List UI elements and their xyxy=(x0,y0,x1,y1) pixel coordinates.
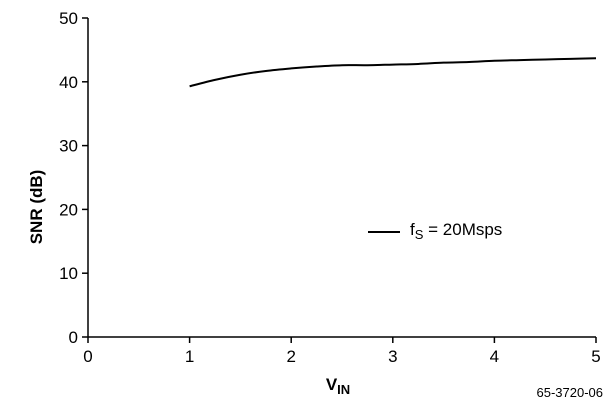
legend: fS = 20Msps xyxy=(368,220,502,242)
legend-label-prefix: f xyxy=(410,220,415,239)
y-tick-label: 40 xyxy=(59,73,78,92)
legend-label-suffix: = 20Msps xyxy=(423,220,502,239)
figure-id: 65-3720-06 xyxy=(537,385,604,400)
y-axis-title: SNR (dB) xyxy=(27,170,46,245)
x-axis-title-main: V xyxy=(326,375,338,394)
snr-series-line xyxy=(189,57,597,88)
axes xyxy=(87,18,596,338)
y-tick-label: 0 xyxy=(69,328,78,347)
legend-label: fS = 20Msps xyxy=(410,220,502,242)
legend-label-subscript: S xyxy=(415,227,424,242)
ticks: 0 10 20 30 40 50 0 1 2 3 4 5 xyxy=(59,9,601,366)
x-tick-label: 3 xyxy=(388,347,397,366)
y-tick-label: 20 xyxy=(59,200,78,219)
x-tick-label: 0 xyxy=(83,347,92,366)
x-axis-title-subscript: IN xyxy=(337,382,350,397)
y-tick-label: 50 xyxy=(59,9,78,28)
y-tick-label: 30 xyxy=(59,137,78,156)
x-tick-label: 4 xyxy=(490,347,499,366)
x-tick-label: 5 xyxy=(591,347,600,366)
x-axis-title: VIN xyxy=(326,375,350,397)
x-tick-label: 2 xyxy=(286,347,295,366)
x-tick-label: 1 xyxy=(185,347,194,366)
y-tick-label: 10 xyxy=(59,264,78,283)
series-layer xyxy=(189,57,597,88)
